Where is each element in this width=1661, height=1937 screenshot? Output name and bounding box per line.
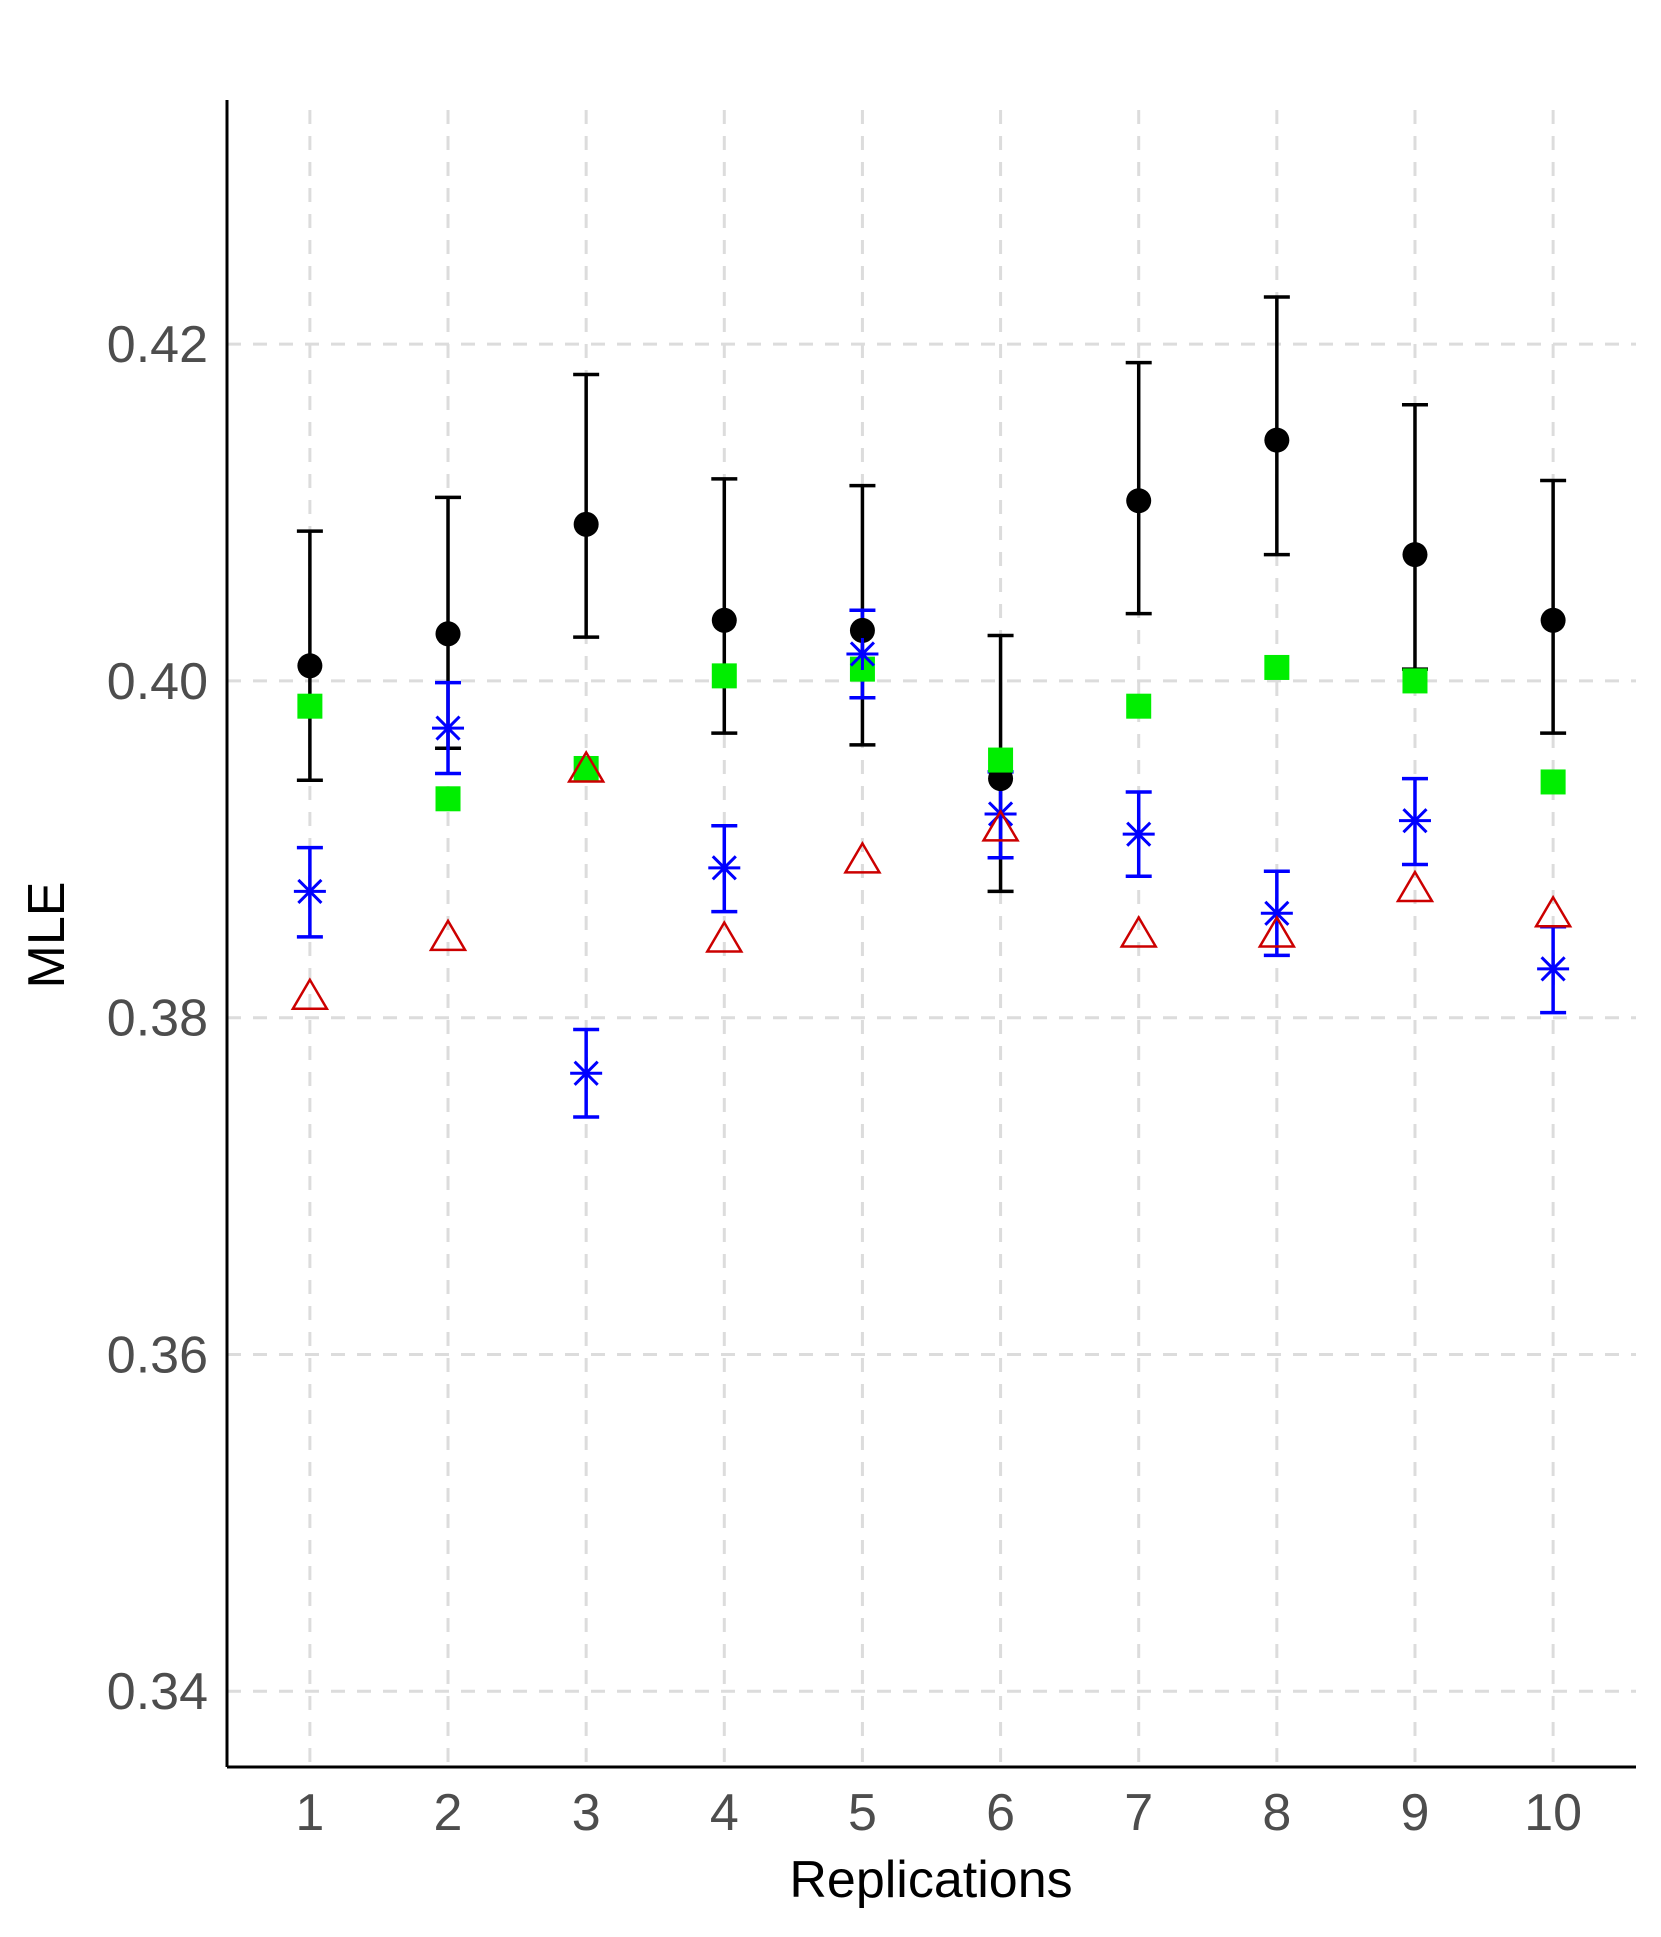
data-point-triangle (1533, 894, 1573, 928)
y-axis-title: MLE (18, 882, 76, 989)
data-point-triangle (566, 750, 606, 783)
asterisk-stroke (435, 715, 461, 741)
data-point-square (1540, 769, 1566, 795)
data-point-asterisk (1260, 897, 1293, 930)
data-point-asterisk (1122, 818, 1155, 851)
data-point-circle (849, 617, 875, 643)
x-tick-label: 9 (1401, 1784, 1430, 1842)
data-point-triangle (428, 918, 468, 952)
data-point-triangle (843, 840, 882, 874)
x-tick-label: 5 (848, 1784, 877, 1842)
x-tick-label: 10 (1524, 1784, 1582, 1842)
data-point-asterisk (1537, 952, 1570, 985)
asterisk-stroke (297, 878, 323, 904)
x-tick-label: 3 (572, 1784, 601, 1842)
data-point-circle (1126, 488, 1152, 514)
asterisk-stroke (1540, 956, 1566, 982)
data-point-square (1126, 693, 1152, 719)
y-tick-label: 0.34 (107, 1663, 208, 1721)
data-point-circle (573, 511, 599, 537)
x-tick-label: 8 (1262, 1784, 1291, 1842)
data-point-circle (1540, 607, 1566, 633)
data-point-asterisk (708, 851, 741, 884)
data-point-square (988, 747, 1014, 773)
data-point-square (1402, 668, 1428, 694)
asterisk-stroke (987, 801, 1014, 827)
data-point-asterisk (846, 637, 879, 670)
data-point-triangle (981, 808, 1020, 842)
y-tick-label: 0.38 (107, 990, 208, 1048)
error-bar (1263, 295, 1290, 557)
asterisk-stroke (1126, 821, 1152, 847)
y-tick-label: 0.36 (107, 1326, 208, 1384)
grid (227, 110, 1636, 1767)
x-tick-label: 7 (1124, 1784, 1153, 1842)
y-tick-label: 0.42 (107, 316, 208, 374)
data-point-triangle (290, 977, 330, 1011)
asterisk-stroke (1264, 900, 1290, 926)
data-point-asterisk (984, 797, 1017, 830)
error-bar (573, 372, 600, 639)
asterisk-stroke (1402, 808, 1428, 834)
data-point-asterisk (432, 712, 465, 745)
x-tick-label: 1 (295, 1784, 324, 1842)
data-point-square (297, 693, 323, 719)
error-bar (1125, 360, 1152, 616)
data-point-triangle (1395, 869, 1435, 903)
data-point-triangle (1119, 915, 1158, 948)
data-point-asterisk (293, 875, 326, 908)
data-point-circle (1264, 427, 1290, 453)
error-bar (1401, 403, 1428, 671)
asterisk-stroke (849, 641, 876, 667)
x-axis-title: Replications (789, 1851, 1072, 1909)
error-bar (711, 477, 738, 735)
data-point-circle (435, 621, 461, 647)
data-point-square (435, 786, 461, 812)
asterisk-stroke (711, 855, 737, 881)
data-marks (290, 295, 1573, 1119)
data-point-triangle (705, 920, 744, 953)
data-point-circle (711, 607, 737, 633)
y-tick-label: 0.40 (107, 653, 208, 711)
data-point-circle (1402, 542, 1428, 568)
x-tick-label: 6 (986, 1784, 1015, 1842)
data-point-triangle (1257, 915, 1297, 948)
asterisk-stroke (573, 1060, 599, 1086)
x-tick-label: 4 (710, 1784, 739, 1842)
data-point-square (711, 663, 737, 689)
data-point-asterisk (570, 1057, 603, 1090)
data-point-asterisk (1398, 804, 1431, 837)
axes (225, 100, 1636, 1769)
x-tick-label: 2 (434, 1784, 463, 1842)
tick-labels: 1 2 3 4 5 6 7 8 9 10 0.34 0.36 0.38 0.40 0.42 (107, 316, 1582, 1842)
data-point-square (1264, 654, 1290, 680)
error-bar (1540, 478, 1567, 735)
data-point-circle (297, 653, 323, 679)
